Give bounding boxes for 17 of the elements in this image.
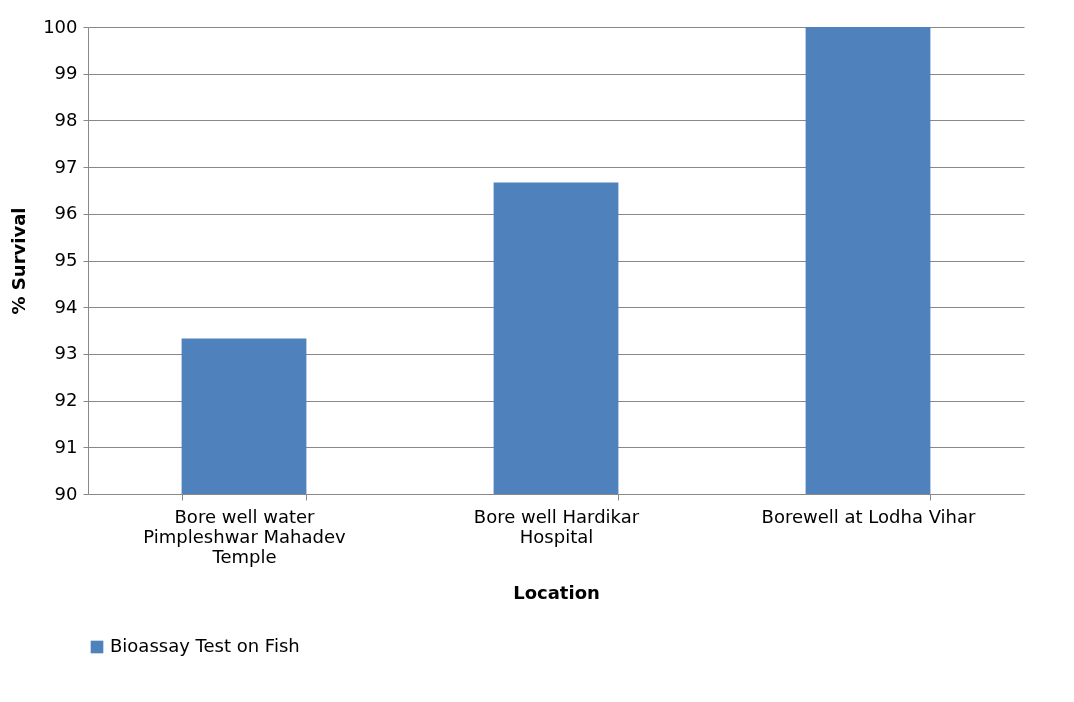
y-tick-label: 97: [54, 155, 78, 177]
y-tick-label: 98: [54, 108, 78, 130]
y-tick-label: 95: [54, 249, 78, 270]
y-tick-label: 96: [54, 202, 78, 224]
x-axis-title: Location: [513, 581, 600, 603]
y-tick-label: 92: [54, 389, 78, 411]
legend-label: Bioassay Test on Fish: [110, 635, 300, 656]
y-tick-label: 94: [54, 295, 78, 317]
y-axis-title: % Survival: [8, 207, 30, 315]
x-tick-label: Bore well Hardikar Hospital: [473, 505, 640, 547]
y-tick-label: 91: [54, 435, 78, 457]
y-tick-label: 93: [54, 342, 78, 364]
x-tick-label: Bore well water Pimpleshwar Mahadev Temple: [143, 505, 346, 567]
y-tick-label: 100: [43, 15, 78, 37]
y-tick-label: 99: [54, 62, 78, 84]
x-tick-label: Borewell at Lodha Vihar: [761, 505, 977, 527]
y-tick-label: 90: [54, 482, 78, 504]
